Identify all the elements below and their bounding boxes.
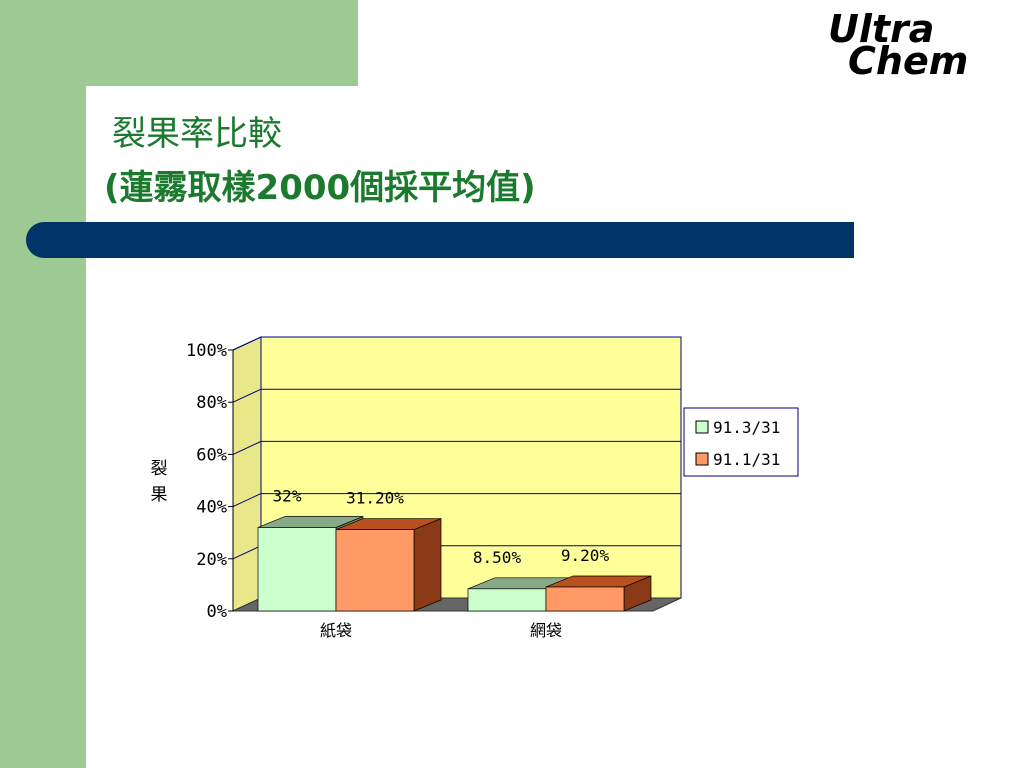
chart-labels: 0% 20% 40% 60% 80% 100% 裂果 32% 31.20% 紙袋 8.50% 9.20… xyxy=(151,341,610,640)
legend-label: 91.3/31 xyxy=(713,418,780,437)
legend-swatch xyxy=(695,420,709,434)
chart-side-wall xyxy=(232,336,262,612)
bar-data-label: 31.20% xyxy=(346,489,404,508)
chart-bars xyxy=(257,515,652,612)
logo-text-ultra: Ultra xyxy=(828,10,934,51)
logo-text-chem: Chem xyxy=(848,39,968,80)
bar xyxy=(467,588,547,612)
legend-label: 91.1/31 xyxy=(713,450,780,469)
bar-data-label: 9.20% xyxy=(561,546,610,565)
chart-gridline xyxy=(232,336,681,351)
chart-ytick-label: 80% xyxy=(196,393,227,413)
chart-gridline xyxy=(232,388,681,403)
slide-title: 裂果率比較 xyxy=(112,114,282,154)
chart-ytick-label: 100% xyxy=(186,341,227,361)
bar-data-label: 8.50% xyxy=(473,548,522,567)
chart-ylabel-char: 果 xyxy=(151,485,168,505)
title-underline-bar xyxy=(26,222,854,258)
bar xyxy=(257,527,337,612)
chart-ytick-label: 0% xyxy=(207,602,227,622)
chart-ytick-label: 20% xyxy=(196,550,227,570)
slide-subtitle: (蓮霧取樣2000個採平均值) xyxy=(104,168,536,208)
chart-legend: 91.3/31 91.1/31 xyxy=(683,407,799,477)
bar-side xyxy=(413,518,442,612)
chart-ylabel-char: 裂 xyxy=(151,459,168,479)
chart-xtick-label: 紙袋 xyxy=(320,621,352,640)
chart-xtick-label: 網袋 xyxy=(530,621,562,640)
top-green-panel xyxy=(0,0,358,86)
chart-gridline xyxy=(232,440,681,455)
ultrachem-logo: Ultra Chem xyxy=(828,10,968,80)
bar xyxy=(335,529,415,612)
legend-swatch xyxy=(695,452,709,466)
left-green-panel xyxy=(0,0,86,768)
chart-ytick-label: 60% xyxy=(196,445,227,465)
bar xyxy=(545,586,625,612)
chart-gridline xyxy=(232,493,681,508)
bar-data-label: 32% xyxy=(273,486,302,505)
chart-ytick-label: 40% xyxy=(196,498,227,518)
